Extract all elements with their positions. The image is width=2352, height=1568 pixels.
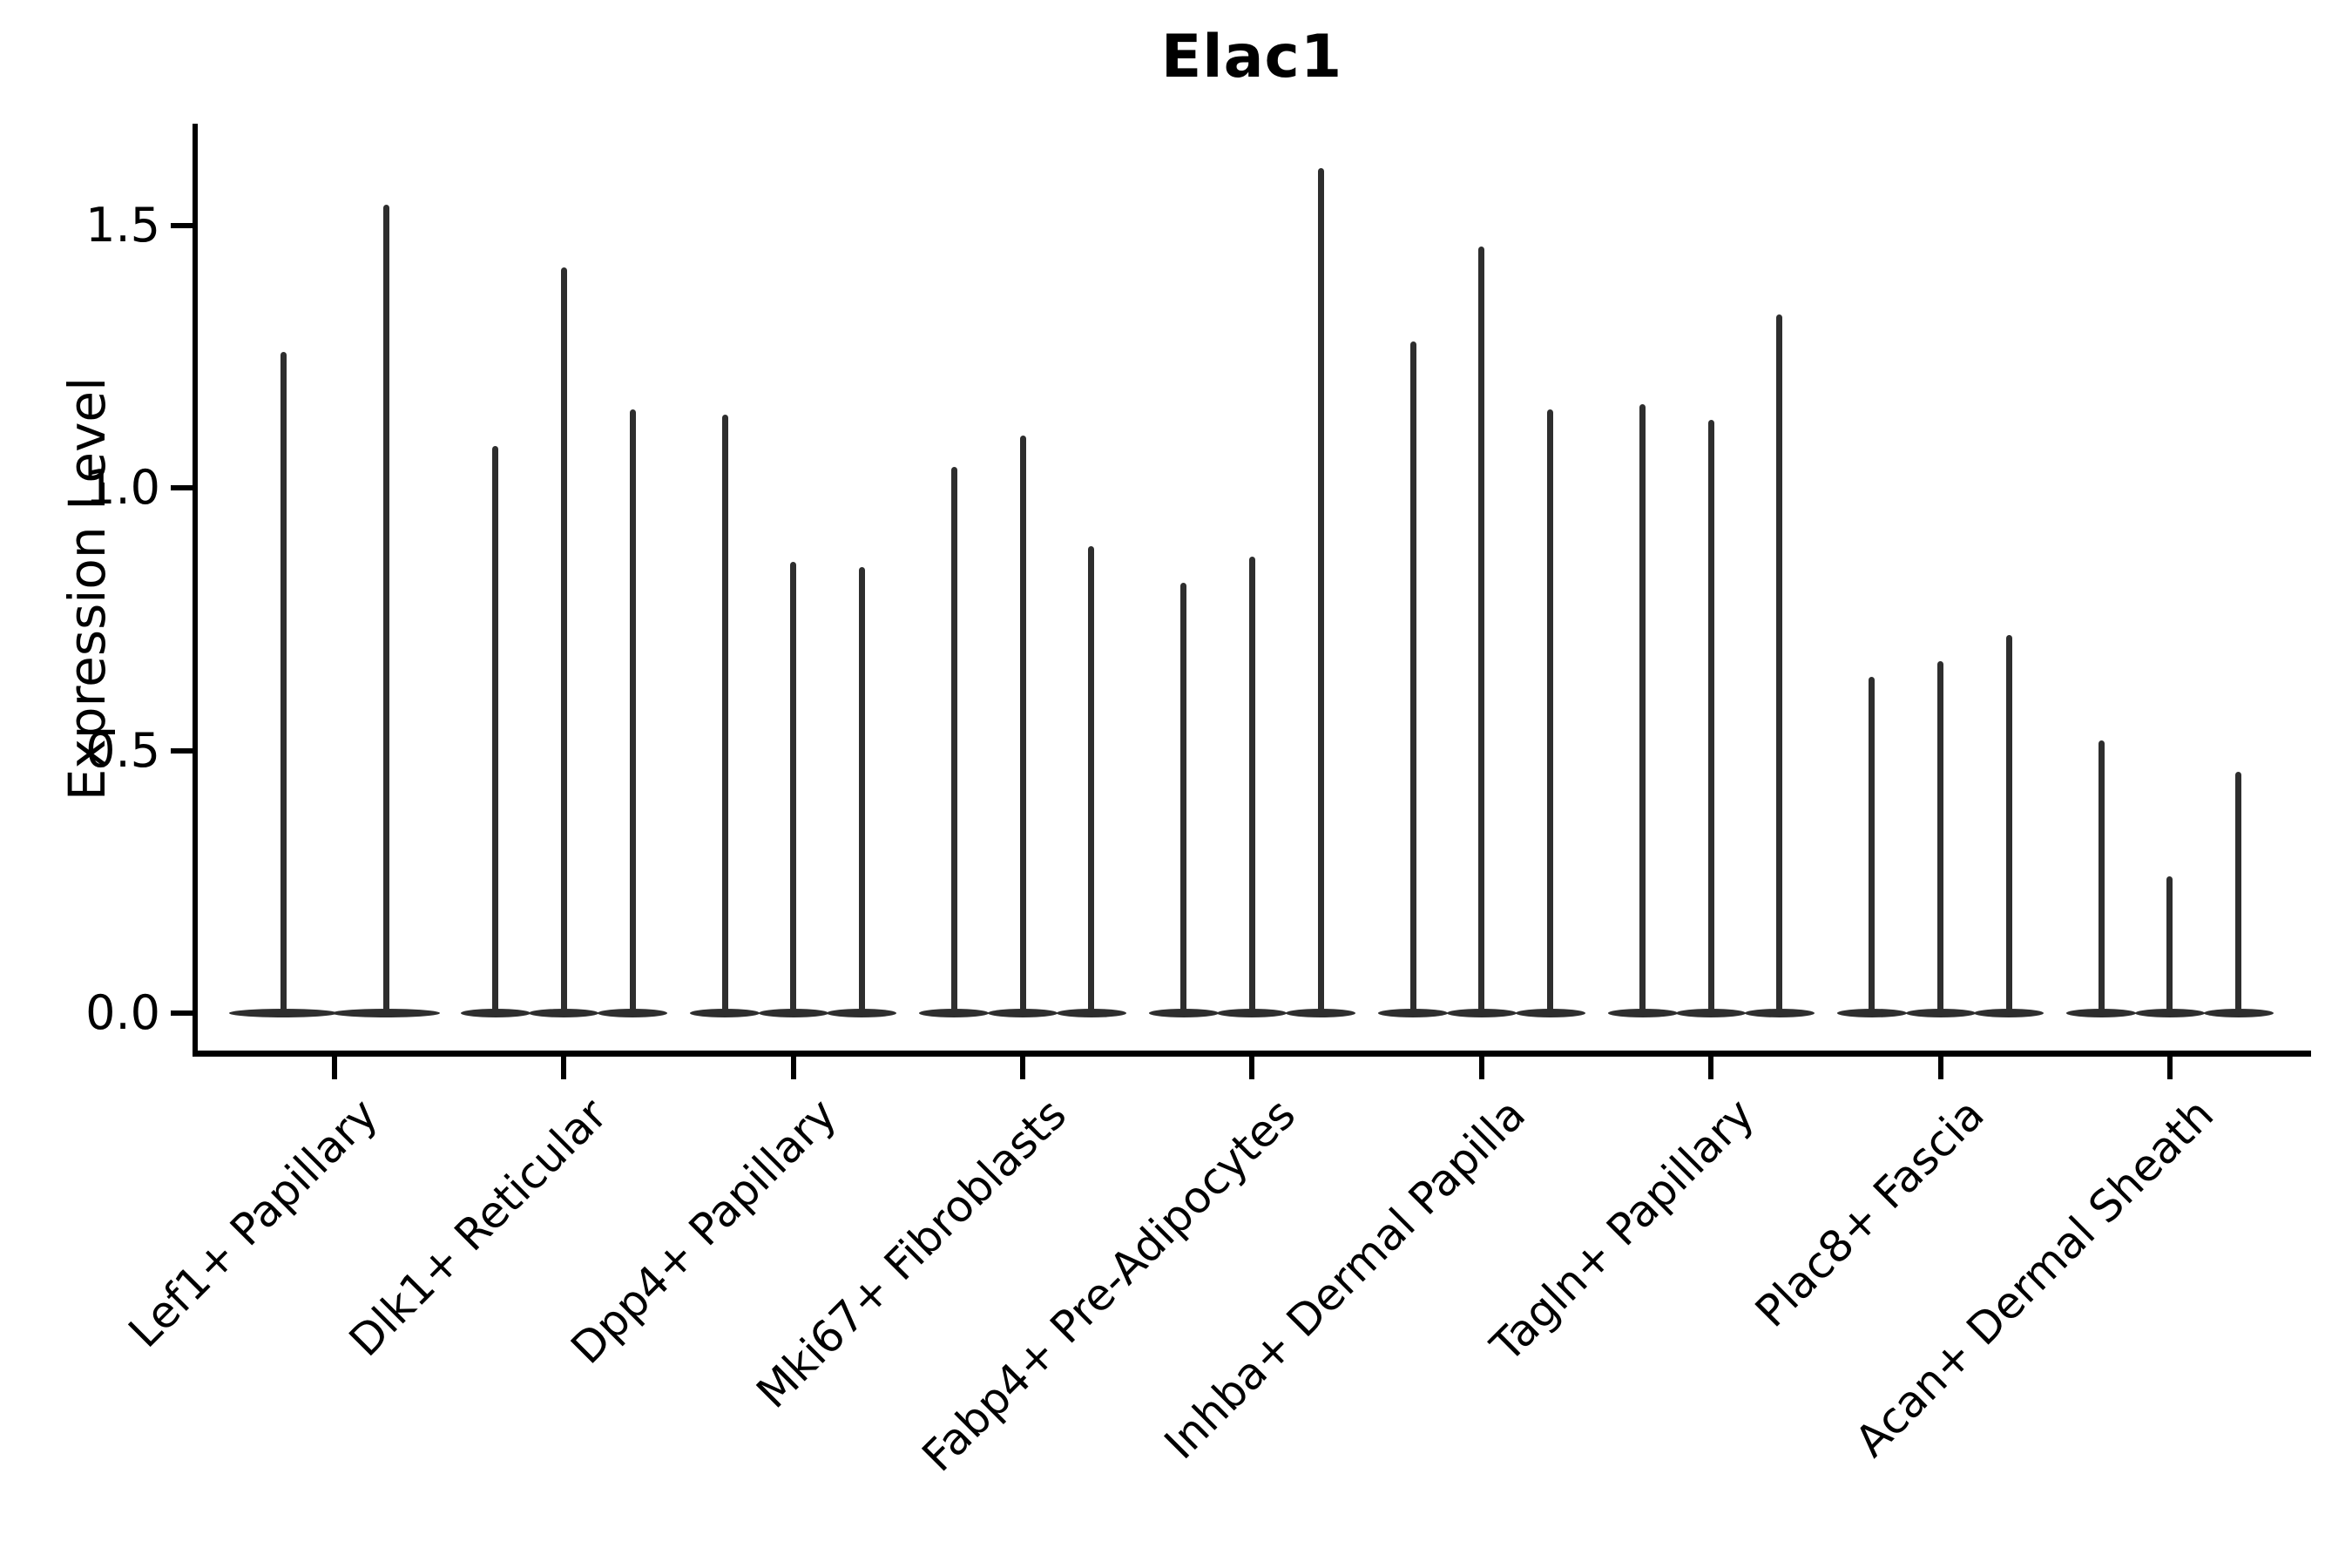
- x-tick-mark: [2166, 1051, 2173, 1079]
- x-tick-mark: [1478, 1051, 1484, 1079]
- violin-base: [1217, 1009, 1288, 1017]
- violin-base: [919, 1009, 990, 1017]
- y-tick-mark: [171, 1010, 193, 1016]
- violin-max-spike: [280, 351, 287, 1013]
- violin-max-spike: [1088, 545, 1095, 1013]
- violin-base: [2203, 1009, 2274, 1017]
- y-axis-spine: [193, 124, 198, 1057]
- violin-base: [2066, 1009, 2137, 1017]
- violin-base: [690, 1009, 760, 1017]
- violin-base: [1446, 1009, 1517, 1017]
- violin-max-spike: [1547, 409, 1554, 1013]
- x-tick-mark: [790, 1051, 796, 1079]
- violin-base: [827, 1009, 897, 1017]
- violin-max-spike: [1639, 403, 1646, 1013]
- plot-title: Elac1: [1160, 23, 1343, 91]
- x-tick-label: Plac8+ Fascia: [1745, 1089, 1994, 1337]
- violin-max-spike: [950, 467, 957, 1013]
- violin-base: [1378, 1009, 1449, 1017]
- violin-max-spike: [721, 414, 728, 1013]
- violin-max-spike: [2098, 740, 2105, 1013]
- violin-max-spike: [2005, 635, 2012, 1013]
- y-tick-label: 0.5: [85, 722, 160, 778]
- violin-base: [1515, 1009, 1585, 1017]
- violin-max-spike: [1478, 247, 1485, 1013]
- x-tick-mark: [1020, 1051, 1026, 1079]
- x-tick-mark: [1249, 1051, 1255, 1079]
- violin-max-spike: [382, 204, 389, 1013]
- violin-max-spike: [1317, 167, 1324, 1013]
- y-tick-mark: [171, 485, 193, 491]
- x-tick-mark: [332, 1051, 337, 1079]
- violin-base: [1974, 1009, 2044, 1017]
- violin-base: [529, 1009, 599, 1017]
- violin-base: [1905, 1009, 1976, 1017]
- violin-max-spike: [1409, 341, 1416, 1013]
- x-tick-mark: [1708, 1051, 1714, 1079]
- violin-base: [598, 1009, 668, 1017]
- violin-max-spike: [2235, 771, 2242, 1013]
- violin-base: [229, 1009, 337, 1017]
- violin-max-spike: [560, 267, 567, 1013]
- y-tick-label: 1.5: [85, 197, 160, 253]
- violin-base: [1056, 1009, 1126, 1017]
- violin-max-spike: [1869, 677, 1876, 1013]
- violin-max-spike: [1019, 436, 1026, 1013]
- violin-max-spike: [1707, 419, 1714, 1013]
- violin-base: [460, 1009, 531, 1017]
- violin-max-spike: [2166, 876, 2173, 1013]
- violin-max-spike: [1937, 661, 1944, 1013]
- violin-base: [332, 1009, 440, 1017]
- violin-max-spike: [1180, 582, 1187, 1013]
- violin-base: [1836, 1009, 1907, 1017]
- violin-max-spike: [629, 409, 636, 1013]
- violin-max-spike: [858, 566, 865, 1013]
- violin-max-spike: [492, 446, 499, 1013]
- y-tick-mark: [171, 747, 193, 754]
- y-tick-label: 1.0: [85, 460, 160, 516]
- violin-base: [1744, 1009, 1815, 1017]
- violin-max-spike: [1776, 314, 1783, 1013]
- x-tick-label: Lef1+ Papillary: [118, 1089, 389, 1358]
- y-tick-mark: [171, 222, 193, 228]
- violin-max-spike: [1248, 556, 1255, 1013]
- violin-base: [2134, 1009, 2205, 1017]
- violin-base: [1286, 1009, 1356, 1017]
- violin-base: [1676, 1009, 1747, 1017]
- violin-base: [1607, 1009, 1678, 1017]
- violin-base: [1148, 1009, 1219, 1017]
- x-tick-mark: [1937, 1051, 1943, 1079]
- x-tick-label: Fabp4+ Pre-Adipocytes: [912, 1089, 1306, 1482]
- violin-max-spike: [790, 561, 797, 1013]
- violin-base: [758, 1009, 828, 1017]
- violin-base: [988, 1009, 1058, 1017]
- x-tick-mark: [561, 1051, 567, 1079]
- y-tick-label: 0.0: [85, 985, 160, 1040]
